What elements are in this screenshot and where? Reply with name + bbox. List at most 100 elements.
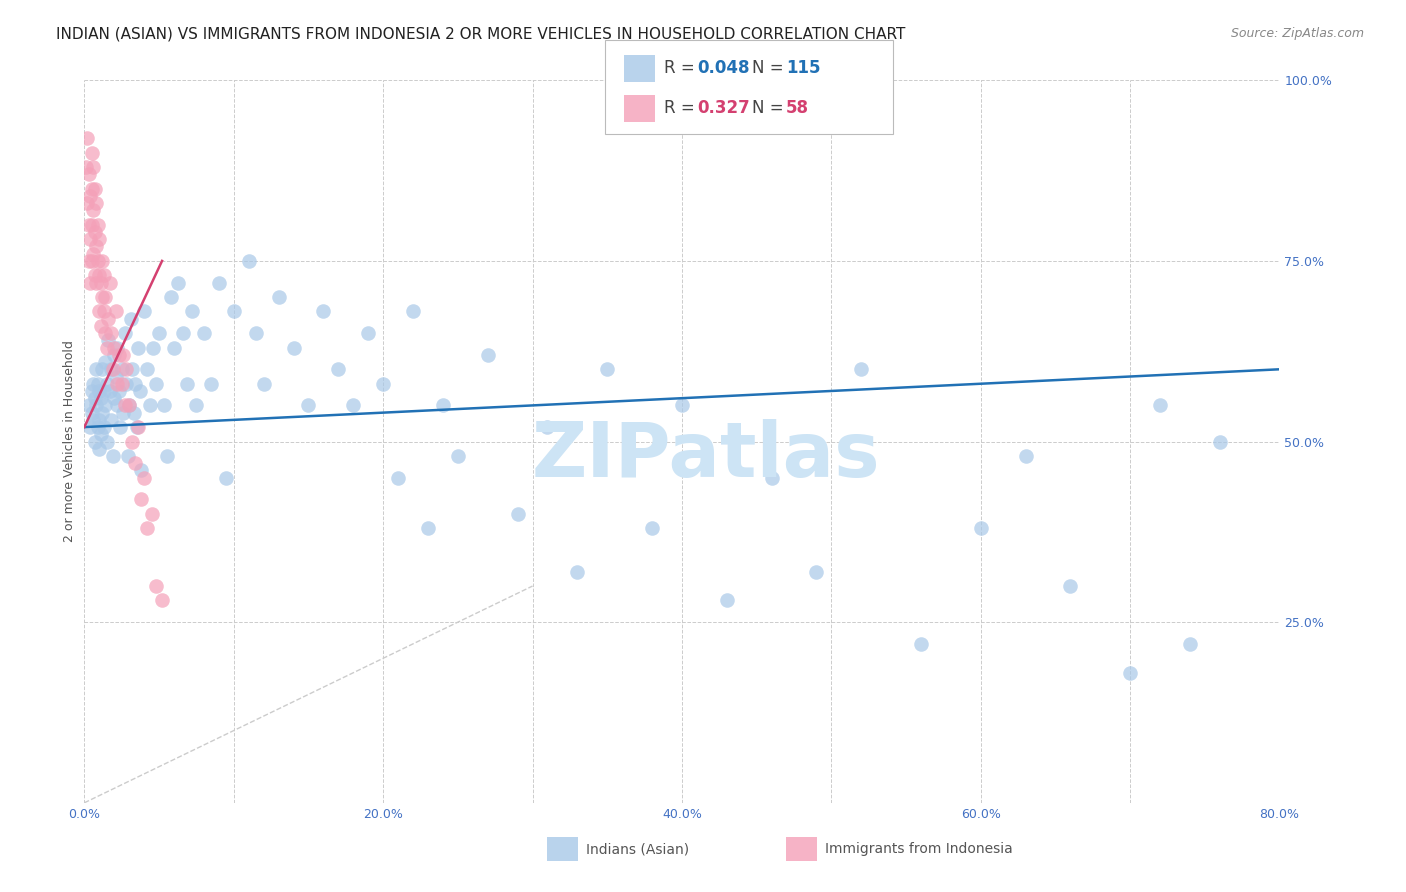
- Text: N =: N =: [752, 99, 789, 117]
- Point: [87, 376, 110, 391]
- Point: [447, 449, 470, 463]
- Text: 58: 58: [786, 99, 808, 117]
- Point: [87, 253, 110, 268]
- Point: [79, 420, 101, 434]
- Point: [416, 521, 439, 535]
- Point: [82, 203, 104, 218]
- Point: [160, 290, 183, 304]
- Point: [328, 362, 350, 376]
- Point: [115, 376, 138, 391]
- Point: [208, 276, 231, 290]
- Point: [1209, 434, 1232, 449]
- Point: [373, 376, 395, 391]
- Point: [107, 384, 129, 398]
- Point: [136, 362, 159, 376]
- Point: [91, 253, 114, 268]
- Point: [87, 420, 110, 434]
- Point: [115, 362, 138, 376]
- Point: [536, 420, 558, 434]
- Point: [671, 398, 693, 412]
- Point: [105, 398, 128, 412]
- Point: [200, 376, 222, 391]
- Point: [215, 470, 238, 484]
- Point: [90, 427, 112, 442]
- Point: [118, 398, 141, 412]
- Point: [342, 398, 364, 412]
- Point: [402, 304, 425, 318]
- Point: [105, 376, 128, 391]
- Text: ZIPatlas: ZIPatlas: [531, 419, 880, 493]
- Point: [141, 507, 163, 521]
- Point: [77, 398, 100, 412]
- Point: [89, 413, 111, 427]
- Point: [94, 398, 117, 412]
- Text: N =: N =: [752, 60, 789, 78]
- Text: 115: 115: [786, 60, 821, 78]
- Point: [83, 434, 105, 449]
- Point: [96, 434, 118, 449]
- Point: [387, 470, 409, 484]
- Point: [80, 182, 103, 196]
- Point: [910, 637, 932, 651]
- Point: [104, 369, 127, 384]
- Point: [297, 398, 319, 412]
- Point: [82, 246, 104, 260]
- Point: [105, 341, 128, 355]
- Point: [145, 376, 167, 391]
- Y-axis label: 2 or more Vehicles in Household: 2 or more Vehicles in Household: [63, 341, 76, 542]
- Point: [80, 406, 103, 420]
- Point: [80, 384, 103, 398]
- Point: [89, 384, 111, 398]
- Point: [90, 391, 112, 405]
- Point: [312, 304, 335, 318]
- Point: [90, 318, 112, 333]
- Point: [103, 391, 125, 405]
- Point: [76, 196, 98, 211]
- Point: [89, 232, 111, 246]
- Point: [139, 398, 162, 412]
- Text: INDIAN (ASIAN) VS IMMIGRANTS FROM INDONESIA 2 OR MORE VEHICLES IN HOUSEHOLD CORR: INDIAN (ASIAN) VS IMMIGRANTS FROM INDONE…: [56, 27, 905, 42]
- Point: [1059, 579, 1081, 593]
- Point: [112, 348, 135, 362]
- Point: [145, 579, 167, 593]
- Point: [851, 362, 873, 376]
- Point: [97, 311, 120, 326]
- Point: [86, 276, 108, 290]
- Point: [132, 304, 156, 318]
- Point: [222, 304, 245, 318]
- Point: [118, 398, 141, 412]
- Text: 0.327: 0.327: [697, 99, 751, 117]
- Point: [93, 384, 115, 398]
- Point: [89, 268, 111, 283]
- Point: [111, 376, 134, 391]
- Point: [83, 391, 105, 405]
- Point: [806, 565, 828, 579]
- Point: [761, 470, 783, 484]
- Point: [245, 326, 267, 340]
- Point: [181, 304, 204, 318]
- Point: [77, 218, 100, 232]
- Point: [101, 449, 124, 463]
- Point: [150, 593, 173, 607]
- Point: [1149, 398, 1171, 412]
- Point: [127, 341, 149, 355]
- Point: [87, 218, 110, 232]
- Point: [283, 341, 305, 355]
- Point: [124, 456, 146, 470]
- Point: [167, 276, 190, 290]
- Point: [82, 376, 104, 391]
- Point: [122, 406, 145, 420]
- Text: Source: ZipAtlas.com: Source: ZipAtlas.com: [1230, 27, 1364, 40]
- Point: [357, 326, 380, 340]
- Point: [121, 362, 143, 376]
- Point: [172, 326, 194, 340]
- Point: [91, 290, 114, 304]
- Point: [136, 521, 159, 535]
- Point: [103, 341, 125, 355]
- Point: [86, 398, 108, 412]
- Point: [716, 593, 738, 607]
- Point: [83, 182, 105, 196]
- Point: [100, 362, 122, 376]
- Point: [89, 304, 111, 318]
- Point: [253, 376, 276, 391]
